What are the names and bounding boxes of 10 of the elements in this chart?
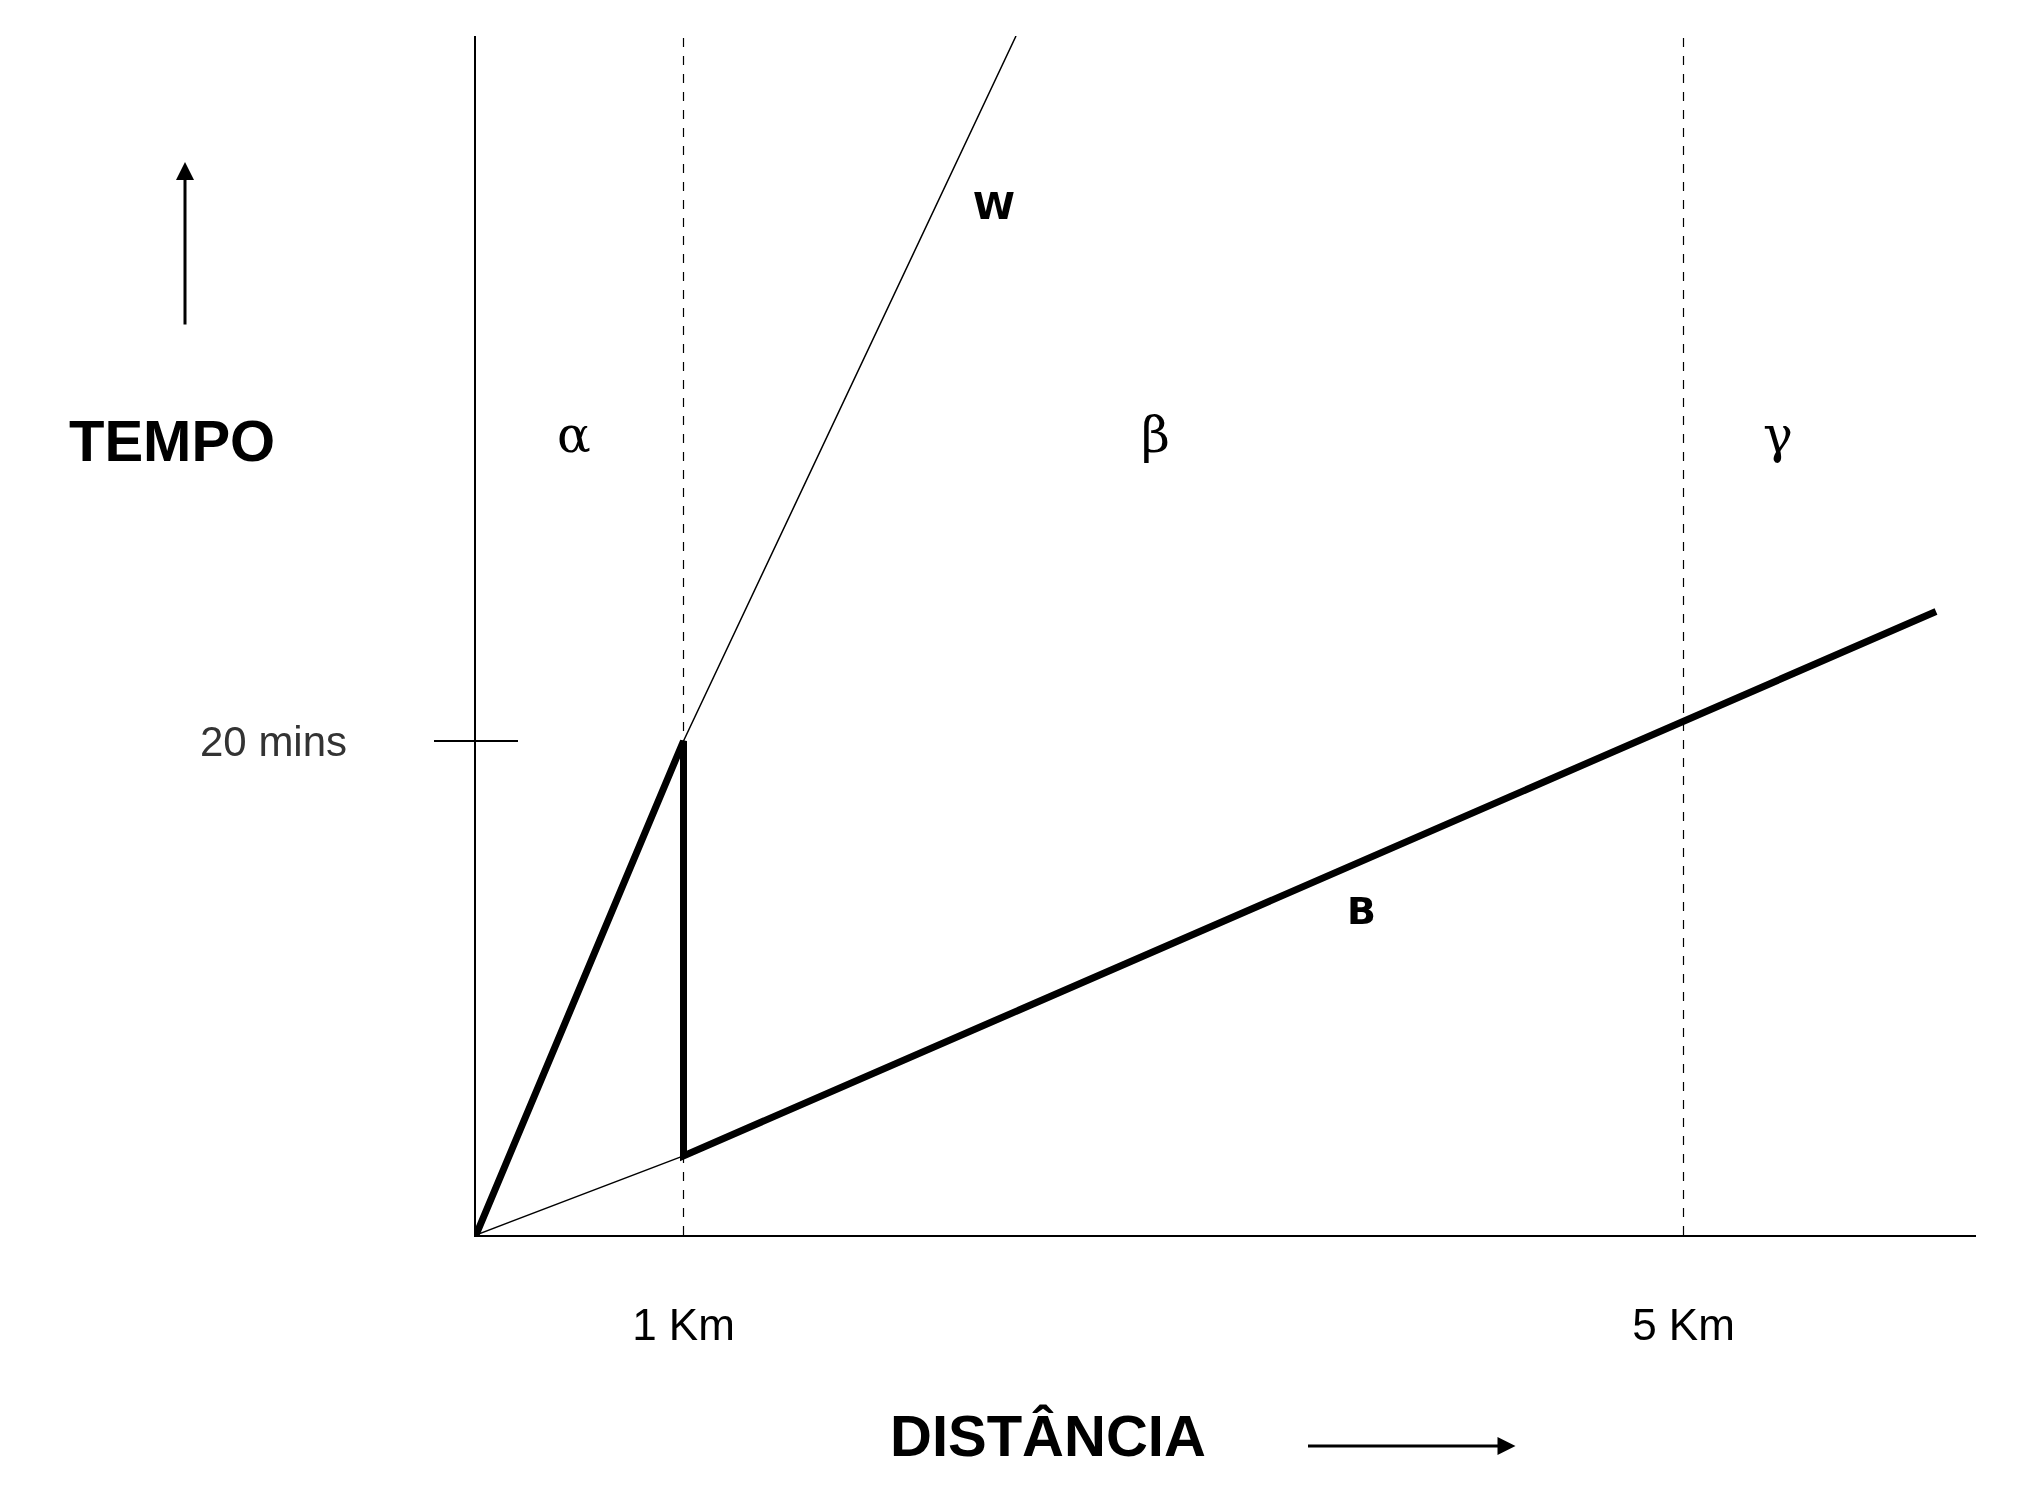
x-tick-label: 1 Km (632, 1299, 735, 1349)
annotation: γ (1763, 406, 1793, 464)
x-tick-label: 5 Km (1632, 1299, 1735, 1349)
x-axis-title: DISTÂNCIA (890, 1403, 1206, 1468)
text: 20 mins (200, 718, 348, 765)
annotation: β (1141, 406, 1170, 464)
y-axis-title: TEMPO (69, 408, 276, 473)
annotation: W (973, 184, 1015, 228)
annotation: α (557, 406, 591, 464)
annotation: B (1347, 889, 1376, 933)
